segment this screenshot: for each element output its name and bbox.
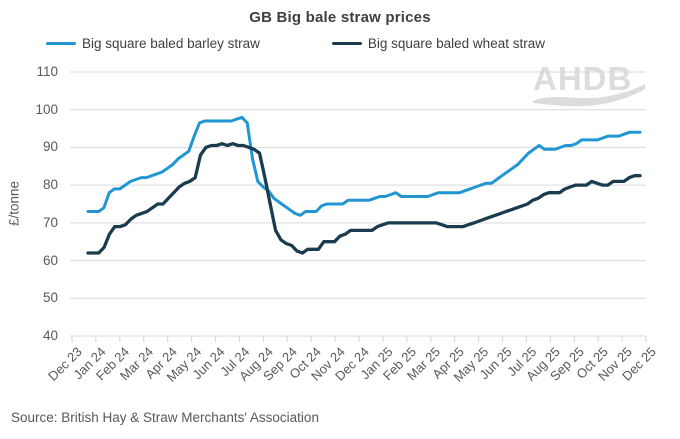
source-note: Source: British Hay & Straw Merchants' A… bbox=[11, 410, 319, 425]
legend-item-wheat: Big square baled wheat straw bbox=[331, 36, 545, 51]
y-axis-label: 90 bbox=[42, 139, 58, 155]
barley-line-swatch-icon bbox=[46, 41, 76, 46]
y-axis-label: 40 bbox=[42, 328, 58, 343]
y-axis-label: 110 bbox=[36, 64, 58, 79]
ahdb-watermark: AHDB bbox=[533, 60, 645, 107]
legend-label-wheat: Big square baled wheat straw bbox=[367, 36, 545, 51]
legend-item-barley: Big square baled barley straw bbox=[46, 36, 260, 51]
y-axis-label: 70 bbox=[42, 214, 58, 230]
wheat-line-swatch-icon bbox=[331, 41, 362, 46]
y-axis-label: 80 bbox=[42, 177, 58, 193]
chart-title: GB Big bale straw prices bbox=[249, 9, 431, 26]
ahdb-swoosh-icon bbox=[533, 84, 645, 107]
line-barley bbox=[86, 115, 642, 217]
y-axis-label: 100 bbox=[35, 101, 58, 117]
y-axis-label: 50 bbox=[42, 290, 58, 306]
ahdb-watermark-text: AHDB bbox=[533, 60, 632, 97]
legend: Big square baled barley straw Big square… bbox=[46, 36, 545, 51]
line-wheat bbox=[86, 142, 642, 255]
y-axis-label: 60 bbox=[42, 252, 58, 268]
legend-label-barley: Big square baled barley straw bbox=[82, 36, 260, 51]
